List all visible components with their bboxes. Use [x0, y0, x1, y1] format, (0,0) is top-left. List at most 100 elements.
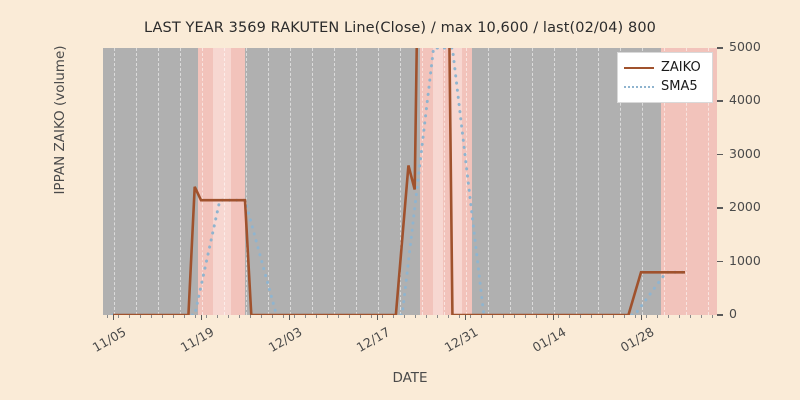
x-tick-minor-mark [118, 315, 119, 318]
x-tick-minor-mark [536, 315, 537, 318]
legend-swatch-dotted-icon [624, 81, 654, 93]
x-tick-minor-mark [239, 315, 240, 318]
x-tick-minor-mark [393, 315, 394, 318]
y-tick-label: 4000 [729, 92, 761, 108]
gridline [466, 48, 468, 315]
x-tick-label: 12/17 [353, 324, 393, 356]
y-tick-mark [717, 260, 723, 263]
gridline [686, 48, 688, 315]
gridline [422, 48, 424, 315]
gridline [268, 48, 270, 315]
x-tick-minor-mark [162, 315, 163, 318]
background-band-pink-1-inner [213, 48, 231, 315]
gridline [312, 48, 314, 315]
background-band-pink-2 [420, 48, 472, 315]
chart-title: LAST YEAR 3569 RAKUTEN Line(Close) / max… [144, 20, 656, 36]
x-tick-minor-mark [140, 315, 141, 318]
x-axis-label: DATE [392, 370, 428, 386]
gridline [664, 48, 666, 315]
legend-item-sma5[interactable]: SMA5 [624, 77, 706, 96]
x-tick-minor-mark [624, 315, 625, 318]
gridline [510, 48, 512, 315]
gridline [642, 48, 644, 315]
x-tick-mark [465, 315, 467, 320]
y-tick-mark [717, 47, 723, 49]
gridline [334, 48, 336, 315]
x-tick-minor-mark [228, 315, 229, 318]
legend-swatch-solid-icon [624, 62, 654, 74]
x-tick-label: 01/28 [617, 324, 657, 356]
legend-label-sma5: SMA5 [661, 79, 698, 94]
x-tick-minor-mark [481, 315, 482, 318]
x-tick-mark [641, 315, 643, 320]
x-tick-minor-mark [360, 315, 361, 318]
x-tick-minor-mark [690, 315, 691, 318]
gridline [620, 48, 622, 315]
x-tick-minor-mark [613, 315, 614, 318]
y-tick-label: 1000 [729, 252, 761, 268]
gridline [158, 48, 160, 315]
x-tick-minor-mark [195, 315, 196, 318]
x-tick-mark [289, 315, 291, 320]
x-tick-minor-mark [492, 315, 493, 318]
gridline [114, 48, 116, 315]
gridline [290, 48, 292, 315]
x-tick-minor-mark [338, 315, 339, 318]
y-tick-label: 5000 [729, 39, 761, 54]
x-tick-mark [377, 315, 379, 320]
x-tick-minor-mark [470, 315, 471, 318]
x-tick-label: 12/31 [441, 324, 481, 356]
gridline [444, 48, 446, 315]
x-tick-minor-mark [712, 315, 713, 318]
x-tick-minor-mark [701, 315, 702, 318]
gridline [554, 48, 556, 315]
x-tick-minor-mark [316, 315, 317, 318]
x-tick-minor-mark [646, 315, 647, 318]
y-tick-mark [717, 100, 723, 102]
x-tick-label: 11/05 [89, 324, 129, 356]
x-tick-minor-mark [558, 315, 559, 318]
x-tick-minor-mark [657, 315, 658, 318]
background-band-gray-2 [245, 48, 420, 315]
x-tick-minor-mark [206, 315, 207, 318]
gridline [246, 48, 248, 315]
legend-item-zaiko[interactable]: ZAIKO [624, 58, 706, 77]
background-band-pink-2-inner-a [433, 48, 443, 315]
y-tick-label: 3000 [729, 145, 761, 161]
x-tick-mark [201, 315, 203, 320]
x-tick-minor-mark [602, 315, 603, 318]
x-tick-minor-mark [547, 315, 548, 318]
background-band-gray-1 [103, 48, 198, 315]
x-tick-minor-mark [503, 315, 504, 318]
x-tick-minor-mark [107, 315, 108, 318]
x-tick-minor-mark [129, 315, 130, 318]
gridline [576, 48, 578, 315]
gridline [180, 48, 182, 315]
legend: ZAIKO SMA5 [617, 52, 713, 103]
x-tick-minor-mark [261, 315, 262, 318]
x-tick-minor-mark [525, 315, 526, 318]
x-tick-minor-mark [404, 315, 405, 318]
x-tick-minor-mark [272, 315, 273, 318]
gridline [356, 48, 358, 315]
x-tick-minor-mark [151, 315, 152, 318]
gridline [202, 48, 204, 315]
x-tick-minor-mark [591, 315, 592, 318]
gridline [224, 48, 226, 315]
x-tick-label: 01/14 [529, 324, 569, 356]
x-tick-label: 12/03 [265, 324, 305, 356]
x-tick-minor-mark [294, 315, 295, 318]
x-tick-minor-mark [327, 315, 328, 318]
x-tick-minor-mark [426, 315, 427, 318]
plot-area [103, 48, 717, 315]
x-tick-minor-mark [514, 315, 515, 318]
y-axis-label: IPPAN ZAIKO (volume) [52, 45, 68, 195]
series-layer [111, 48, 687, 315]
gridline [708, 48, 710, 315]
x-tick-minor-mark [448, 315, 449, 318]
x-tick-label: 11/19 [177, 324, 217, 356]
x-tick-minor-mark [580, 315, 581, 318]
x-tick-minor-mark [305, 315, 306, 318]
x-tick-minor-mark [250, 315, 251, 318]
